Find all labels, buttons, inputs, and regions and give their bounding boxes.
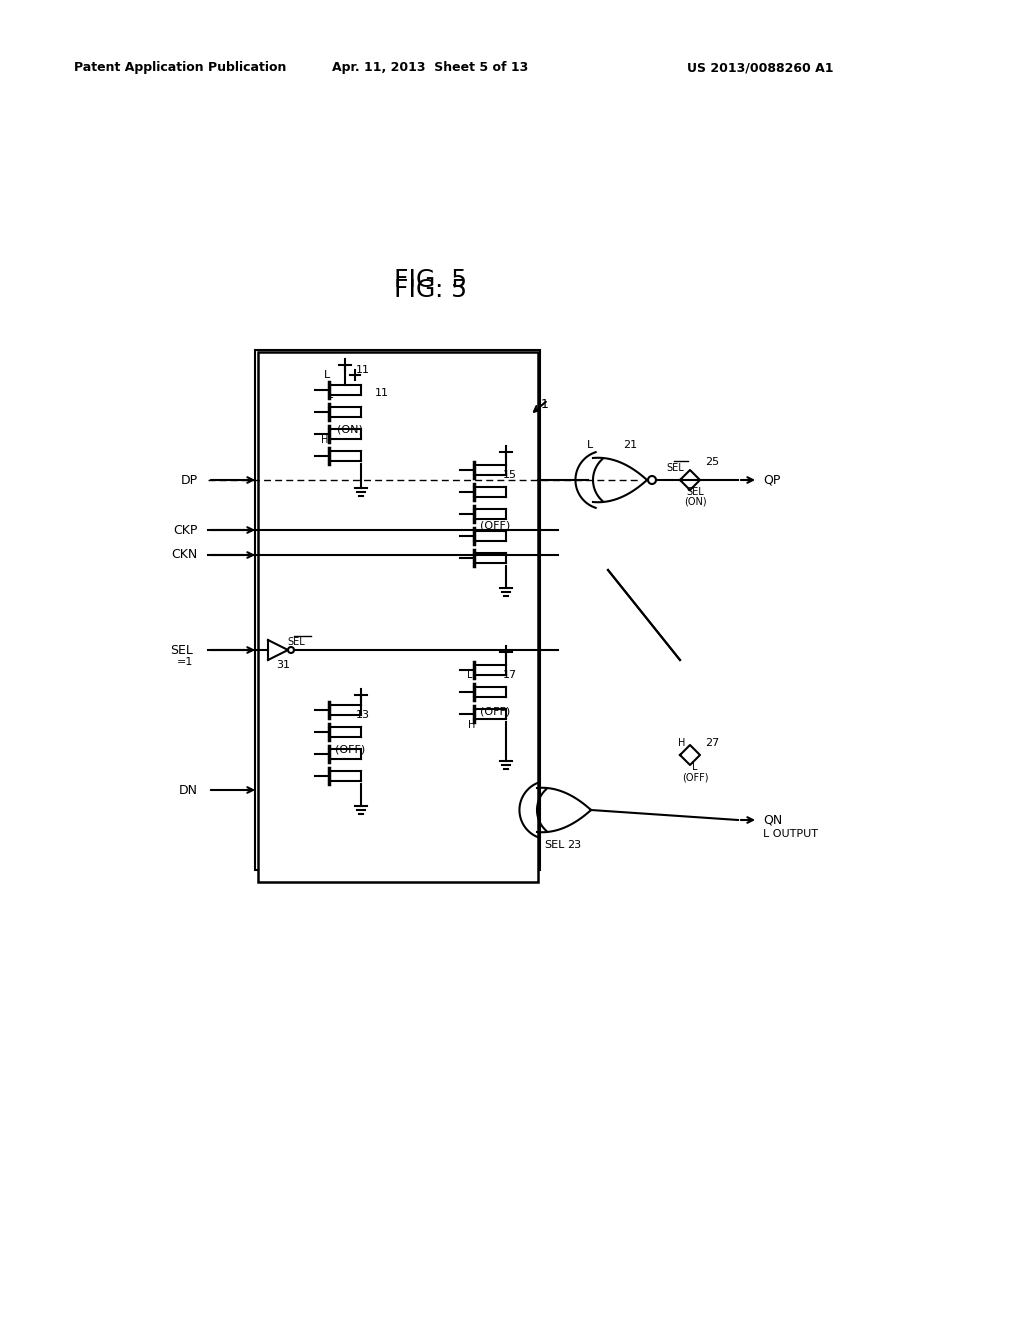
Text: L: L xyxy=(587,440,593,450)
Text: DP: DP xyxy=(181,474,198,487)
Text: 27: 27 xyxy=(705,738,719,748)
Text: (ON): (ON) xyxy=(684,498,707,507)
Text: CKN: CKN xyxy=(172,549,198,561)
Text: 25: 25 xyxy=(705,457,719,467)
Text: 31: 31 xyxy=(276,660,290,671)
Text: QN: QN xyxy=(763,813,782,826)
Text: FIG. 5: FIG. 5 xyxy=(393,268,467,292)
Text: 1: 1 xyxy=(541,399,549,412)
Bar xyxy=(258,352,538,882)
Text: US 2013/0088260 A1: US 2013/0088260 A1 xyxy=(687,62,834,74)
Text: H: H xyxy=(468,719,476,730)
Text: H: H xyxy=(678,738,686,748)
Text: SEL: SEL xyxy=(287,638,305,647)
Text: L: L xyxy=(327,389,333,400)
Text: (OFF): (OFF) xyxy=(480,520,510,531)
Text: L: L xyxy=(692,762,697,772)
Text: SEL: SEL xyxy=(686,487,703,498)
Text: (OFF): (OFF) xyxy=(335,744,366,755)
Text: CKP: CKP xyxy=(174,524,198,536)
Text: Apr. 11, 2013  Sheet 5 of 13: Apr. 11, 2013 Sheet 5 of 13 xyxy=(332,62,528,74)
Text: SEL: SEL xyxy=(544,840,564,850)
Text: 23: 23 xyxy=(567,840,581,850)
Text: =1: =1 xyxy=(176,657,193,667)
Bar xyxy=(255,350,540,870)
Text: (ON): (ON) xyxy=(337,425,362,436)
Text: 15: 15 xyxy=(503,470,517,480)
Text: 11: 11 xyxy=(375,388,389,399)
Text: 21: 21 xyxy=(623,440,637,450)
Text: 17: 17 xyxy=(503,671,517,680)
Text: (OFF): (OFF) xyxy=(480,708,510,717)
Text: 11: 11 xyxy=(356,366,370,375)
Text: (OFF): (OFF) xyxy=(682,772,709,781)
Text: DN: DN xyxy=(179,784,198,796)
Text: SEL: SEL xyxy=(667,463,684,473)
Text: L: L xyxy=(324,370,330,380)
Text: Patent Application Publication: Patent Application Publication xyxy=(74,62,286,74)
Text: H: H xyxy=(322,436,329,445)
Text: L: L xyxy=(467,671,473,680)
Text: L OUTPUT: L OUTPUT xyxy=(763,829,818,840)
Text: 13: 13 xyxy=(356,710,370,719)
Text: SEL: SEL xyxy=(170,644,193,656)
Text: QP: QP xyxy=(763,474,780,487)
Text: FIG. 5: FIG. 5 xyxy=(393,279,467,302)
